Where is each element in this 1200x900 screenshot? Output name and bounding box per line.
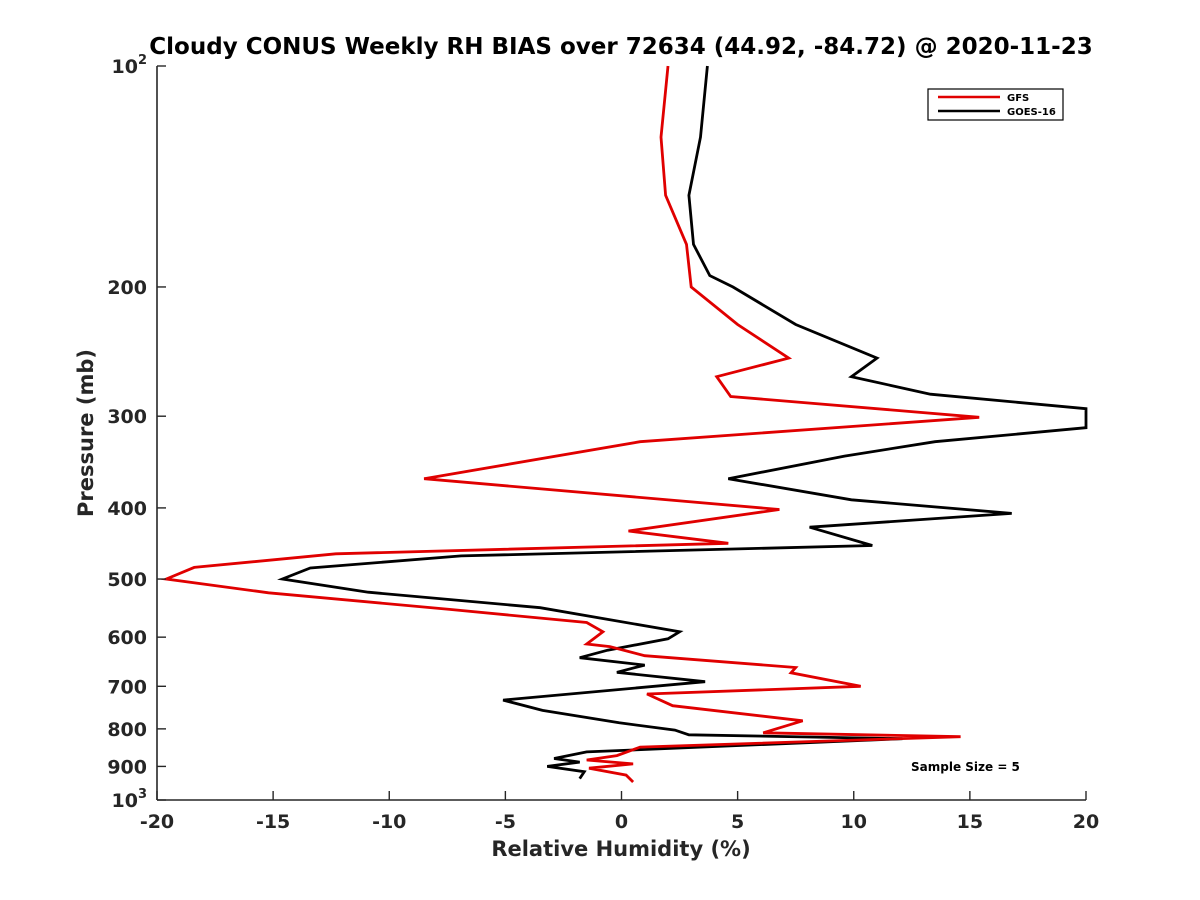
x-tick-label: 5: [731, 811, 744, 833]
y-tick-label: 800: [107, 719, 147, 741]
y-tick-label: 600: [107, 627, 147, 649]
x-tick-label: 10: [841, 811, 867, 833]
x-axis-title: Relative Humidity (%): [491, 837, 750, 861]
x-tick-label: 0: [615, 811, 628, 833]
x-tick-label: 15: [957, 811, 983, 833]
x-ticks: -20 -15 -10 -5 0 5 10 15 20: [140, 791, 1099, 833]
legend-label: GOES-16: [1007, 107, 1056, 118]
x-tick-label: 20: [1073, 811, 1099, 833]
y-tick-label: 500: [107, 569, 147, 591]
series-line-1: [277, 65, 1088, 780]
y-tick-label: 300: [107, 406, 147, 428]
legend: GFS GOES-16: [927, 88, 1064, 121]
series-line-0: [160, 65, 980, 783]
y-tick-label: 400: [107, 498, 147, 520]
y-axis-title: Pressure (mb): [74, 349, 98, 517]
y-tick-label: 900: [107, 756, 147, 778]
legend-box: [927, 88, 1064, 121]
x-tick-label: -10: [372, 811, 406, 833]
y-tick-label: 103: [112, 787, 148, 812]
x-tick-label: -5: [495, 811, 516, 833]
series-layer: [160, 65, 1088, 783]
y-tick-label: 102: [112, 53, 148, 78]
legend-label: GFS: [1007, 93, 1029, 104]
y-tick-label: 200: [107, 277, 147, 299]
chart-title: Cloudy CONUS Weekly RH BIAS over 72634 (…: [149, 34, 1092, 60]
x-tick-label: -20: [140, 811, 174, 833]
plot-area: [157, 66, 1086, 800]
x-tick-label: -15: [256, 811, 290, 833]
y-ticks: 102 200 300 400 500 600 700 800 900 103: [107, 53, 166, 812]
sample-size-annotation: Sample Size = 5: [911, 760, 1020, 774]
axes-background: [157, 66, 1086, 800]
y-tick-label: 700: [107, 676, 147, 698]
